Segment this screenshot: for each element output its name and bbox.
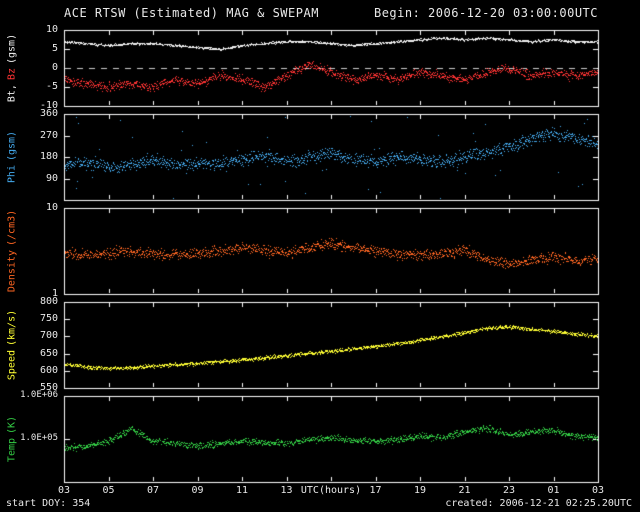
- y-tick-label: -10: [39, 100, 58, 111]
- y-axis-label: Density (/cm3): [7, 208, 18, 294]
- x-tick-label: 13: [280, 485, 293, 496]
- x-tick-label: 03: [57, 485, 71, 496]
- x-tick-label: 03: [591, 485, 605, 496]
- y-tick-label: 0: [51, 62, 58, 73]
- y-tick-label: 550: [39, 382, 58, 393]
- y-tick-label: 10: [45, 202, 58, 213]
- y-tick-label: 600: [39, 364, 58, 376]
- x-tick-label: 19: [413, 485, 427, 496]
- y-tick-label: 750: [39, 313, 58, 325]
- y-tick-label: 360: [39, 108, 58, 119]
- y-tick-label: 800: [39, 296, 58, 307]
- y-tick-label: -5: [45, 81, 58, 92]
- y-axis-label-part: Temp: [6, 437, 18, 463]
- x-tick-label: 01: [547, 485, 560, 496]
- y-tick-label: 1: [51, 288, 58, 299]
- y-axis-label-part: (/cm3): [6, 209, 18, 246]
- y-axis-label-part: Speed: [6, 350, 18, 381]
- x-axis-title: UTC(hours): [300, 485, 362, 496]
- y-axis-label-part: (km/s): [6, 309, 18, 347]
- y-tick-label: 10: [45, 24, 58, 35]
- x-tick-label: 05: [102, 485, 115, 496]
- y-axis-label-part: Bt,: [6, 84, 18, 103]
- x-tick-label: 11: [235, 485, 249, 496]
- y-tick-label: 270: [39, 129, 58, 141]
- x-tick-label: 09: [191, 485, 204, 496]
- y-axis-label: Temp (K): [7, 414, 18, 464]
- y-axis-label-part: (gsm): [6, 33, 18, 64]
- y-axis-label-part: (gsm): [6, 130, 18, 162]
- y-tick-label: 700: [39, 330, 58, 342]
- y-tick-label: 180: [39, 151, 58, 162]
- created-timestamp: created: 2006-12-21 02:25.20UTC: [445, 498, 632, 509]
- y-axis-label-part: (K): [6, 415, 18, 434]
- begin-timestamp: Begin: 2006-12-20 03:00:00UTC: [373, 6, 598, 20]
- x-tick-label: 23: [502, 485, 516, 496]
- x-tick-label: 07: [146, 485, 160, 496]
- y-axis-label-part: Phi: [6, 165, 18, 184]
- y-tick-label: 1.0E+06: [20, 390, 58, 400]
- y-tick-label: 650: [39, 347, 58, 359]
- x-tick-label: 17: [369, 485, 382, 496]
- y-axis-label-part: Bz: [6, 68, 18, 81]
- y-axis-label: Bt, Bz (gsm): [7, 32, 18, 104]
- plot-title: ACE RTSW (Estimated) MAG & SWEPAM: [64, 6, 319, 20]
- y-axis-label-part: Density: [6, 249, 18, 293]
- start-doy-label: start DOY: 354: [6, 498, 91, 509]
- y-axis-label: Phi (gsm): [7, 129, 18, 185]
- y-tick-label: 5: [51, 43, 58, 54]
- x-tick-label: 21: [458, 485, 471, 496]
- y-axis-label: Speed (km/s): [7, 308, 18, 382]
- y-tick-label: 90: [45, 172, 58, 184]
- y-tick-label: 1.0E+05: [20, 433, 58, 443]
